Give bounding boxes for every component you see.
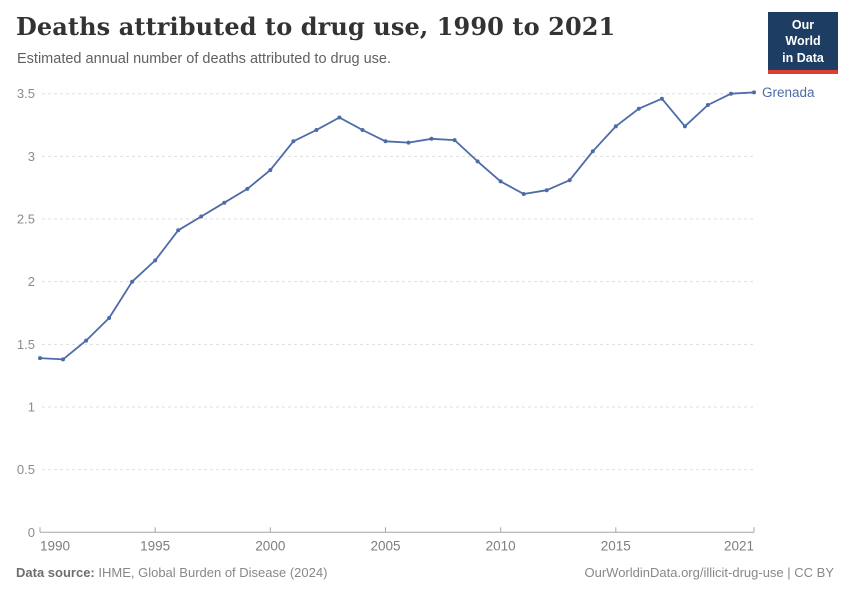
x-tick-label: 2015: [601, 538, 631, 553]
data-point[interactable]: [752, 90, 756, 95]
data-point[interactable]: [222, 200, 227, 205]
data-source: Data source: IHME, Global Burden of Dise…: [16, 565, 327, 580]
data-point[interactable]: [682, 124, 687, 129]
data-point[interactable]: [268, 168, 273, 173]
owid-logo[interactable]: Our World in Data: [768, 12, 838, 74]
data-point[interactable]: [130, 279, 135, 284]
y-tick-label: 2.5: [17, 212, 35, 227]
data-point[interactable]: [314, 128, 319, 132]
data-point[interactable]: [729, 91, 733, 96]
credit-link[interactable]: OurWorldinData.org/illicit-drug-use | CC…: [584, 565, 835, 580]
x-tick-label: 2005: [370, 538, 400, 553]
page-title: Deaths attributed to drug use, 1990 to 2…: [16, 12, 616, 41]
x-tick-label: 1990: [40, 538, 70, 553]
y-tick-label: 3.5: [17, 86, 35, 101]
chart-footer: Data source: IHME, Global Burden of Dise…: [16, 565, 834, 580]
x-tick-label: 2021: [724, 538, 754, 553]
x-tick-label: 1995: [140, 538, 170, 553]
data-point[interactable]: [452, 138, 457, 143]
data-point[interactable]: [383, 139, 388, 144]
data-point[interactable]: [107, 316, 112, 320]
data-point[interactable]: [567, 178, 572, 183]
data-point[interactable]: [199, 214, 204, 219]
x-tick-label: 2010: [486, 538, 516, 553]
data-point[interactable]: [38, 356, 42, 361]
data-point[interactable]: [429, 136, 434, 141]
x-tick-label: 2000: [255, 538, 285, 553]
data-point[interactable]: [406, 140, 411, 145]
data-point[interactable]: [84, 338, 89, 343]
data-point[interactable]: [498, 179, 503, 184]
data-point[interactable]: [613, 124, 618, 129]
data-point[interactable]: [590, 149, 595, 154]
data-source-label: Data source:: [16, 565, 95, 580]
data-point[interactable]: [176, 228, 181, 233]
data-point[interactable]: [636, 106, 641, 111]
y-tick-label: 1.5: [17, 337, 35, 352]
chart-subtitle: Estimated annual number of deaths attrib…: [17, 51, 392, 67]
data-point[interactable]: [659, 96, 664, 101]
data-point[interactable]: [61, 357, 65, 362]
data-line: [39, 91, 755, 361]
data-point[interactable]: [705, 103, 710, 107]
y-tick-label: 2: [28, 274, 35, 289]
y-tick-label: 3: [28, 149, 35, 164]
line-chart: 0 0.5 1 1.5 2 2.5 3 3.5 1990 1995 2000 2005 2010 2015…: [0, 80, 850, 560]
owid-logo-line2: in Data: [782, 50, 824, 65]
y-tick-label: 1: [28, 399, 35, 414]
data-point[interactable]: [544, 188, 549, 193]
y-tick-label: 0: [28, 525, 35, 540]
data-source-text: IHME, Global Burden of Disease (2024): [98, 565, 328, 580]
owid-logo-line1: Our World: [785, 18, 821, 49]
chart-svg: 0 0.5 1 1.5 2 2.5 3 3.5 1990 1995 2000 2005 2010 2015…: [17, 85, 815, 553]
data-point[interactable]: [360, 128, 365, 132]
data-point[interactable]: [153, 258, 158, 263]
data-point[interactable]: [337, 115, 342, 120]
series-label[interactable]: Grenada: [762, 85, 815, 100]
data-point[interactable]: [291, 139, 296, 144]
data-point[interactable]: [245, 186, 250, 191]
y-tick-label: 0.5: [17, 462, 35, 477]
data-point[interactable]: [475, 159, 480, 164]
data-point[interactable]: [521, 192, 526, 196]
